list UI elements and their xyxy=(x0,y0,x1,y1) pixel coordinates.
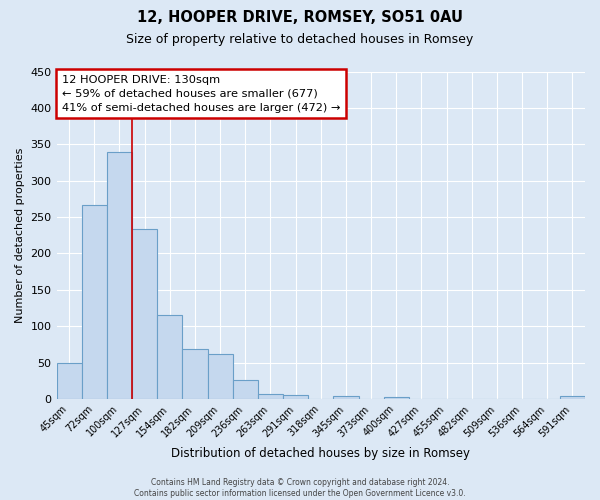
Bar xyxy=(56,362,82,399)
Bar xyxy=(82,204,107,399)
Bar xyxy=(383,396,409,399)
Bar xyxy=(132,230,157,399)
Bar xyxy=(182,350,208,399)
Bar xyxy=(208,354,233,399)
Text: 12, HOOPER DRIVE, ROMSEY, SO51 0AU: 12, HOOPER DRIVE, ROMSEY, SO51 0AU xyxy=(137,10,463,25)
Bar xyxy=(233,380,258,399)
Text: Contains HM Land Registry data © Crown copyright and database right 2024.
Contai: Contains HM Land Registry data © Crown c… xyxy=(134,478,466,498)
Bar xyxy=(334,396,359,399)
Y-axis label: Number of detached properties: Number of detached properties xyxy=(15,148,25,323)
Bar xyxy=(157,315,182,399)
Bar xyxy=(258,394,283,399)
X-axis label: Distribution of detached houses by size in Romsey: Distribution of detached houses by size … xyxy=(171,447,470,460)
Text: Size of property relative to detached houses in Romsey: Size of property relative to detached ho… xyxy=(127,32,473,46)
Bar xyxy=(107,152,132,399)
Bar xyxy=(560,396,585,399)
Text: 12 HOOPER DRIVE: 130sqm
← 59% of detached houses are smaller (677)
41% of semi-d: 12 HOOPER DRIVE: 130sqm ← 59% of detache… xyxy=(62,75,340,113)
Bar xyxy=(283,394,308,399)
